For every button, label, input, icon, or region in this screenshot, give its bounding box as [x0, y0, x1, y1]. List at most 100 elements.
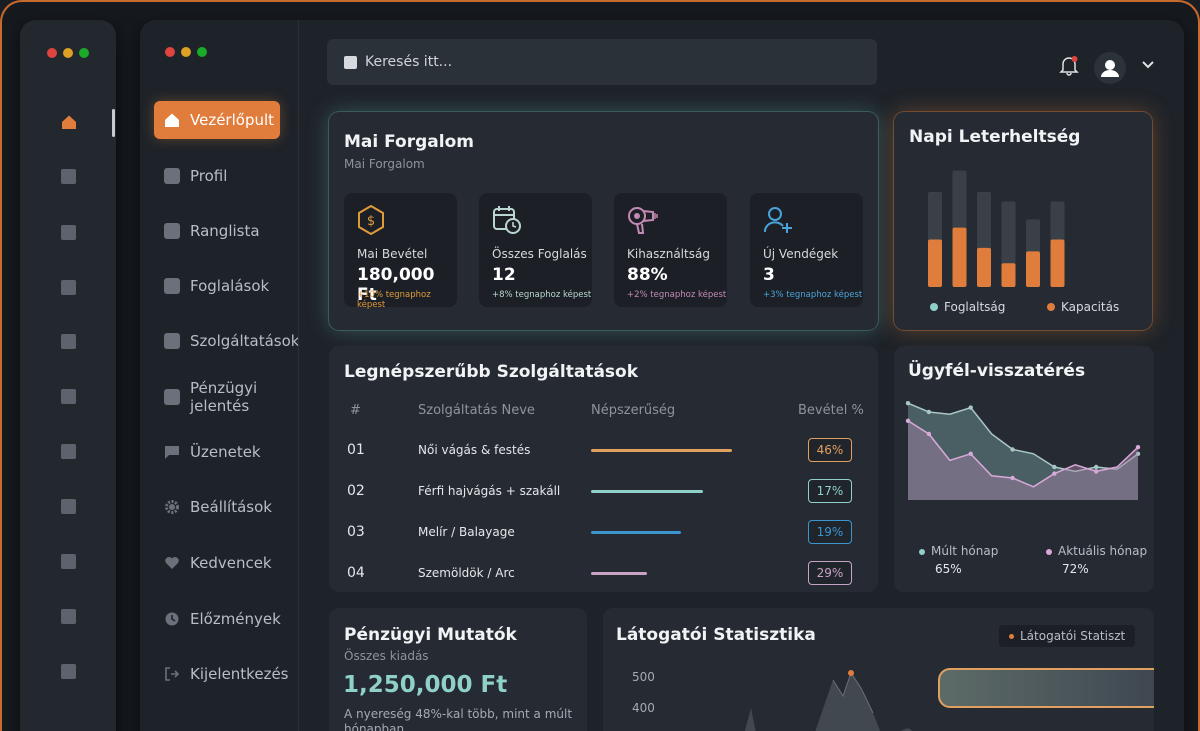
- close-window-dot[interactable]: [47, 48, 57, 58]
- minimize-window-dot[interactable]: [63, 48, 73, 58]
- sidebar-item-label: Szolgáltatások: [190, 332, 300, 350]
- sidebar-item-label: Ranglista: [190, 222, 260, 240]
- sidebar-item-services[interactable]: Szolgáltatások: [154, 332, 299, 350]
- mini-history-icon[interactable]: [61, 609, 76, 624]
- capacity-bar: [952, 227, 967, 287]
- stat-card-new-guests[interactable]: Új Vendégek 3 +3% tegnaphoz képest: [750, 193, 863, 307]
- visitors-panel: [603, 608, 1154, 731]
- row-number: 04: [347, 565, 365, 581]
- sidebar-item-profile[interactable]: Profil: [154, 167, 294, 185]
- capacity-bar: [928, 239, 942, 287]
- mini-bookings-icon[interactable]: [61, 280, 76, 295]
- search-placeholder: Keresés itt...: [365, 54, 453, 70]
- sidebar-item-label: Kijelentkezés: [190, 665, 289, 683]
- capacity-bar: [1026, 251, 1040, 287]
- visitors-highlight[interactable]: [938, 668, 1154, 708]
- col-header-popularity: Népszerűség: [591, 403, 676, 418]
- stat-label: Összes Foglalás: [492, 247, 587, 261]
- service-name: Melír / Balayage: [418, 525, 515, 539]
- stat-value: 180,000 Ft: [357, 265, 435, 305]
- load-bar-chart: [928, 170, 1065, 287]
- legend-value: 72%: [1062, 562, 1089, 576]
- gear-icon: [165, 500, 179, 514]
- retention-legend-last: Múlt hónap 65%: [919, 544, 998, 576]
- sidebar-item-label: Foglalások: [190, 277, 270, 295]
- logout-icon: [165, 667, 180, 681]
- current-month-point: [926, 431, 932, 437]
- sidebar-item-dashboard[interactable]: Vezérlőpult: [154, 101, 280, 139]
- y-tick-label: 400: [632, 701, 655, 715]
- revenue-badge: 19%: [808, 520, 852, 544]
- mini-ranking-icon[interactable]: [61, 225, 76, 240]
- stat-label: Mai Bevétel: [357, 247, 428, 261]
- maximize-window-dot[interactable]: [79, 48, 89, 58]
- sidebar-item-settings[interactable]: Beállítások: [154, 498, 294, 516]
- previous-month-point: [1135, 451, 1141, 456]
- visitors-filter-tag[interactable]: Látogatói Statiszt: [999, 625, 1136, 647]
- traffic-title: Mai Forgalom: [344, 132, 474, 152]
- sidebar-item-logout[interactable]: Kijelentkezés: [154, 665, 294, 683]
- mini-services-icon[interactable]: [61, 334, 76, 349]
- col-header-revenue: Bevétel %: [798, 403, 864, 418]
- legend-label: Múlt hónap: [931, 544, 999, 558]
- sidebar-divider: [298, 20, 299, 731]
- y-tick-label: 500: [632, 670, 655, 684]
- sidebar-item-bookings[interactable]: Foglalások: [154, 277, 294, 295]
- row-number: 01: [347, 442, 365, 458]
- mini-messages-icon[interactable]: [61, 444, 76, 459]
- traffic-subtitle: Mai Forgalom: [344, 157, 425, 171]
- legend-dot: [919, 549, 925, 555]
- col-header-num: #: [350, 403, 361, 418]
- mini-profile-icon[interactable]: [61, 169, 76, 184]
- popularity-bar: [591, 531, 681, 534]
- current-month-line: [907, 420, 1139, 488]
- sidebar-item-favorites[interactable]: Kedvencek: [154, 554, 294, 572]
- stat-card-revenue[interactable]: $ Mai Bevétel 180,000 Ft +10% tegnaphoz …: [344, 193, 457, 310]
- mini-favorites-icon[interactable]: [61, 554, 76, 569]
- capacity-bar: [1050, 239, 1065, 287]
- current-month-point: [1010, 475, 1015, 481]
- mini-scroll-indicator[interactable]: [112, 109, 115, 137]
- load-legend-capacity: Kapacitás: [1047, 300, 1119, 314]
- previous-month-point: [905, 401, 911, 406]
- stat-value: 88%: [627, 265, 668, 285]
- sidebar-item-ranking[interactable]: Ranglista: [154, 222, 294, 240]
- services-icon: [164, 333, 180, 349]
- home-icon[interactable]: [61, 114, 77, 130]
- avatar[interactable]: [1094, 52, 1126, 84]
- sidebar-item-messages[interactable]: Üzenetek: [154, 443, 294, 461]
- close-window-dot[interactable]: [165, 47, 175, 57]
- legend-dot: [930, 303, 938, 311]
- mini-settings-icon[interactable]: [61, 499, 76, 514]
- finance-value: 1,250,000 Ft: [343, 672, 508, 698]
- chevron-down-icon[interactable]: [1141, 60, 1155, 70]
- heart-icon: [165, 557, 179, 569]
- minimize-window-dot[interactable]: [181, 47, 191, 57]
- sidebar-item-label: Üzenetek: [190, 443, 261, 461]
- sidebar-item-label: Előzmények: [190, 610, 281, 628]
- popularity-bar: [591, 572, 647, 575]
- maximize-window-dot[interactable]: [197, 47, 207, 57]
- current-month-point: [968, 451, 973, 456]
- sidebar-item-history[interactable]: Előzmények: [154, 610, 294, 628]
- retention-legend-current: Aktuális hónap 72%: [1046, 544, 1147, 576]
- mini-finance-icon[interactable]: [61, 389, 76, 404]
- stat-card-utilization[interactable]: Kihasználtság 88% +2% tegnaphoz képest: [614, 193, 727, 307]
- col-header-name: Szolgáltatás Neve: [418, 403, 535, 418]
- search-input[interactable]: Keresés itt...: [327, 39, 877, 85]
- bell-icon[interactable]: [1059, 55, 1079, 77]
- stat-card-bookings[interactable]: Összes Foglalás 12 +8% tegnaphoz képest: [479, 193, 592, 307]
- visitors-area-chart: [744, 670, 913, 731]
- revenue-badge: 17%: [808, 479, 852, 503]
- current-month-point: [1093, 469, 1099, 474]
- stat-delta: +3% tegnaphoz képest: [763, 290, 863, 300]
- search-icon: [344, 55, 357, 69]
- service-name: Szemöldök / Arc: [418, 566, 515, 580]
- legend-label: Foglaltság: [944, 300, 1006, 314]
- sidebar-item-finance-report[interactable]: Pénzügyi jelentés: [154, 379, 274, 415]
- legend-value: 65%: [935, 562, 962, 576]
- row-number: 02: [347, 483, 365, 499]
- mini-logout-icon[interactable]: [61, 664, 76, 679]
- previous-month-point: [1052, 464, 1057, 470]
